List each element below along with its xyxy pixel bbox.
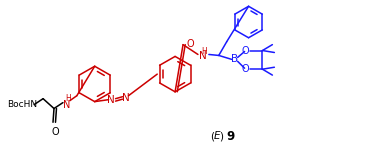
Text: O: O — [51, 127, 59, 137]
Text: O: O — [186, 39, 194, 49]
Text: N: N — [122, 93, 129, 103]
Text: ): ) — [219, 131, 223, 141]
Text: O: O — [242, 46, 249, 56]
Text: O: O — [242, 64, 249, 74]
Text: N: N — [63, 99, 71, 110]
Text: BocHN: BocHN — [7, 100, 37, 109]
Text: E: E — [214, 131, 220, 141]
Text: H: H — [65, 94, 71, 103]
Text: B: B — [231, 54, 238, 64]
Text: 9: 9 — [226, 130, 235, 142]
Text: N: N — [199, 51, 207, 62]
Text: (: ( — [210, 131, 214, 141]
Text: N: N — [107, 95, 115, 105]
Text: H: H — [201, 47, 207, 56]
